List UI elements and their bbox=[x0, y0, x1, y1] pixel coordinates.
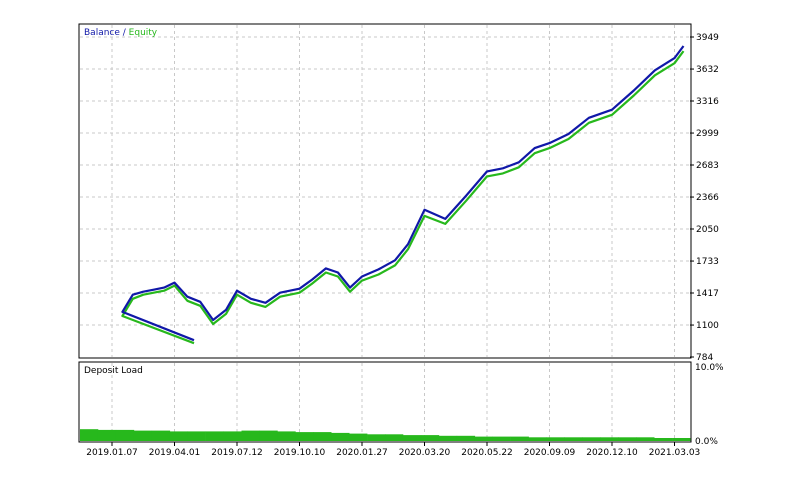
deposit-load-bar bbox=[636, 437, 655, 441]
y-tick-label: 2050 bbox=[696, 225, 719, 235]
deposit-load-bar bbox=[277, 431, 296, 441]
deposit-load-bar bbox=[313, 432, 332, 441]
y-tick-label: 2366 bbox=[696, 193, 719, 203]
y-tick-label: 3632 bbox=[696, 65, 719, 75]
deposit-load-bar bbox=[420, 435, 440, 441]
deposit-load-bars bbox=[80, 429, 691, 441]
deposit-load-title: Deposit Load bbox=[84, 366, 143, 376]
y-tick-label: 3316 bbox=[696, 97, 719, 107]
x-tick-label: 2020.01.27 bbox=[336, 448, 388, 458]
deposit-load-bar bbox=[80, 429, 99, 441]
legend: Balance / Equity bbox=[84, 28, 158, 38]
deposit-load-bar bbox=[618, 437, 637, 441]
deposit-load-bar bbox=[654, 438, 673, 441]
deposit-load-bar bbox=[456, 435, 476, 441]
upper-panel-frame bbox=[78, 23, 692, 359]
deposit-load-bar bbox=[402, 435, 422, 441]
y-tick-label: 2683 bbox=[696, 161, 719, 171]
legend-separator: / bbox=[120, 28, 129, 38]
deposit-load-bar bbox=[295, 432, 314, 441]
deposit-load-bar bbox=[115, 429, 135, 441]
deposit-load-bar bbox=[169, 431, 188, 441]
x-tick-label: 2021.03.03 bbox=[649, 448, 701, 458]
legend-equity: Equity bbox=[129, 28, 158, 38]
deposit-load-bar bbox=[223, 431, 242, 441]
lower-gridlines bbox=[111, 363, 675, 441]
x-axis: 2019.01.07 2019.04.01 2019.07.12 2019.10.10… bbox=[86, 442, 700, 458]
deposit-load-bar bbox=[492, 436, 511, 441]
deposit-load-bar bbox=[385, 434, 404, 441]
deposit-load-y-tick: 10.0% bbox=[695, 363, 724, 373]
deposit-load-bar bbox=[241, 430, 260, 441]
x-tick-label: 2019.01.07 bbox=[86, 448, 138, 458]
x-tick-label: 2020.03.20 bbox=[399, 448, 451, 458]
y-tick-label: 2999 bbox=[696, 129, 719, 139]
deposit-load-bar bbox=[133, 430, 153, 441]
x-tick-label: 2019.10.10 bbox=[274, 448, 326, 458]
x-tick-label: 2019.07.12 bbox=[211, 448, 263, 458]
deposit-load-bar bbox=[564, 437, 583, 441]
y-tick-label: 1417 bbox=[696, 289, 719, 299]
deposit-load-y-tick: 0.0% bbox=[695, 437, 718, 447]
balance-line bbox=[121, 45, 685, 342]
lower-y-axis: 10.0% 0.0% bbox=[695, 363, 724, 447]
deposit-load-bar bbox=[187, 431, 206, 441]
y-tick-label: 1733 bbox=[696, 257, 719, 267]
deposit-load-bar bbox=[582, 437, 601, 441]
deposit-load-bar bbox=[151, 430, 171, 441]
legend-balance: Balance bbox=[84, 28, 120, 38]
deposit-load-bar bbox=[510, 436, 529, 441]
deposit-load-bar bbox=[438, 435, 458, 441]
deposit-load-bar bbox=[349, 433, 368, 441]
deposit-load-bar bbox=[528, 437, 547, 441]
upper-series-group bbox=[121, 45, 685, 345]
y-tick-label: 784 bbox=[696, 353, 713, 363]
y-tick-label: 1100 bbox=[696, 321, 719, 331]
lower-panel-frame bbox=[78, 361, 692, 443]
deposit-load-bar bbox=[205, 431, 224, 441]
deposit-load-bar bbox=[600, 437, 619, 441]
deposit-load-bar bbox=[672, 438, 691, 441]
x-tick-label: 2019.04.01 bbox=[149, 448, 201, 458]
deposit-load-bar bbox=[474, 436, 493, 441]
equity-line bbox=[121, 50, 685, 345]
deposit-load-bar bbox=[259, 430, 278, 441]
deposit-load-bar bbox=[546, 437, 565, 441]
deposit-load-bar bbox=[367, 434, 386, 441]
deposit-load-bar bbox=[97, 429, 117, 441]
x-tick-label: 2020.12.10 bbox=[586, 448, 638, 458]
x-tick-label: 2020.05.22 bbox=[461, 448, 513, 458]
y-tick-label: 3949 bbox=[696, 33, 719, 43]
x-tick-label: 2020.09.09 bbox=[524, 448, 576, 458]
upper-gridlines bbox=[80, 25, 690, 357]
upper-y-axis: 3949 3632 3316 2999 2683 2366 2050 1733 1417 1100… bbox=[690, 33, 719, 363]
deposit-load-bar bbox=[331, 432, 350, 441]
